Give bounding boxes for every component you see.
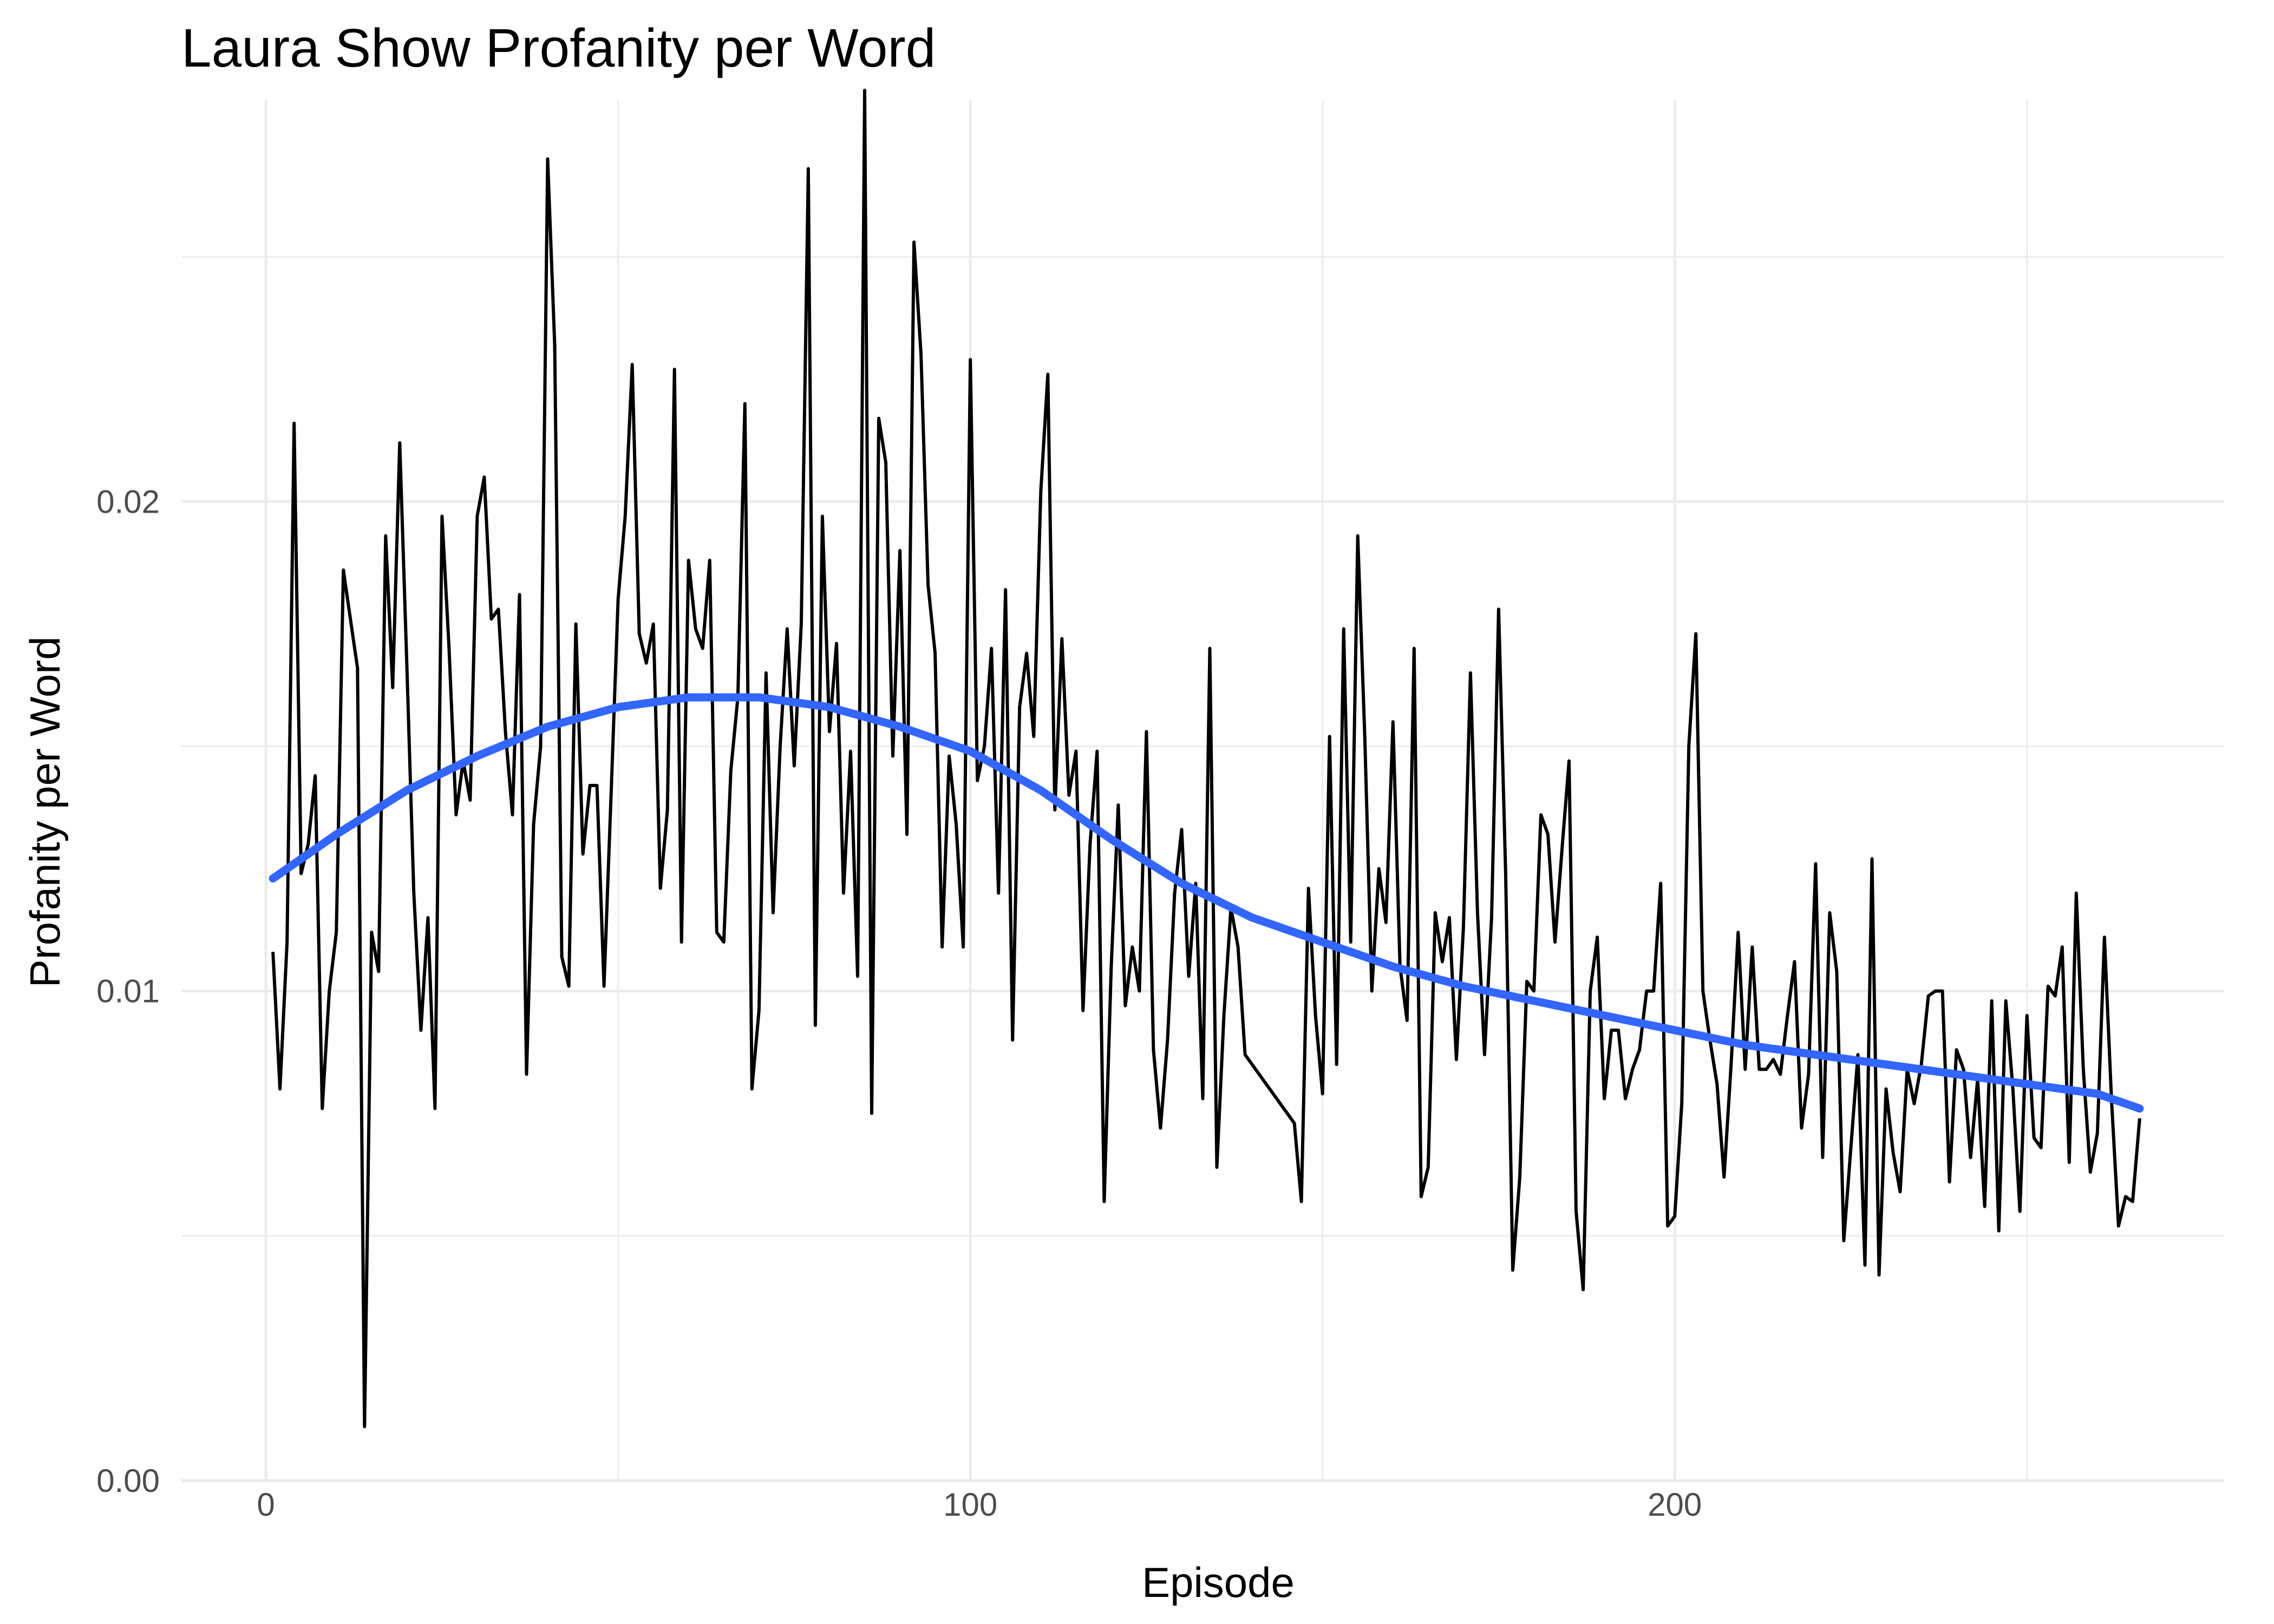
chart-title: Laura Show Profanity per Word: [181, 18, 936, 78]
profanity-data-line: [271, 88, 2141, 1429]
y-axis-title: Profanity per Word: [21, 637, 69, 988]
y-tick-label: 0.00: [96, 1463, 160, 1499]
x-axis-title: Episode: [1142, 1558, 1295, 1606]
series-layer: [269, 88, 2144, 1429]
x-tick-label: 100: [943, 1487, 997, 1523]
x-tick-label: 200: [1648, 1487, 1702, 1523]
y-tick-label: 0.01: [96, 973, 160, 1010]
smooth-trend-line: [269, 693, 2144, 1113]
tick-labels: 0 100 200 0.00 0.01 0.02: [96, 483, 1702, 1523]
y-tick-label: 0.02: [96, 483, 160, 520]
x-tick-label: 0: [257, 1487, 275, 1523]
grid-lines: [181, 100, 2224, 1482]
